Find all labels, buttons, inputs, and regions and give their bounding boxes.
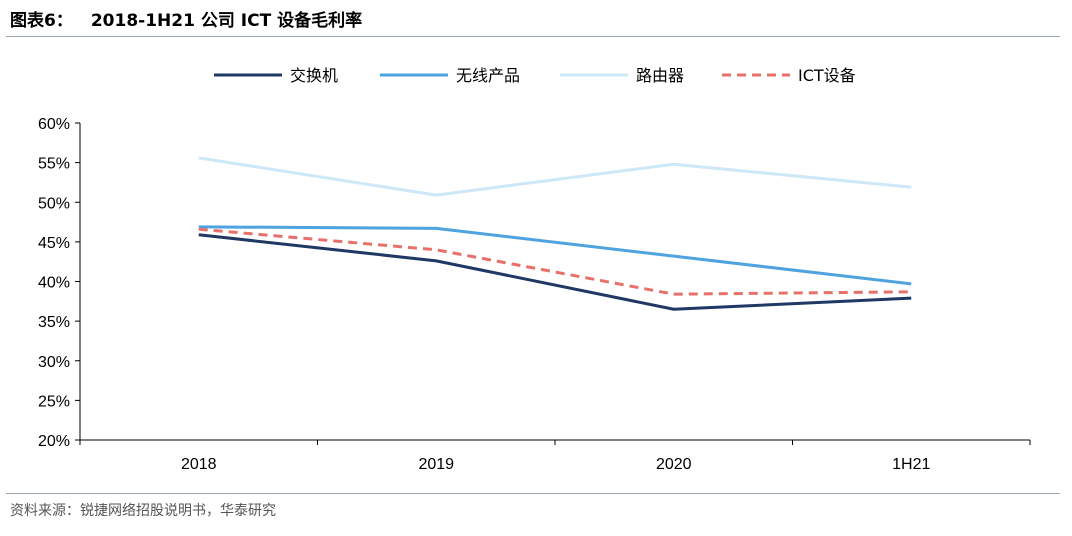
y-tick-label: 35%: [38, 314, 70, 331]
x-tick-label: 2018: [181, 456, 217, 473]
y-tick-label: 40%: [38, 275, 70, 292]
series-line: [198, 225, 912, 286]
series-line: [198, 233, 912, 311]
series-line: [198, 156, 912, 197]
x-tick-label: 2020: [656, 456, 692, 473]
x-tick-label: 2019: [418, 456, 454, 473]
y-tick-label: 55%: [38, 156, 70, 173]
title-divider: [6, 36, 1060, 37]
y-tick-label: 30%: [38, 354, 70, 371]
y-tick-label: 20%: [38, 433, 70, 450]
legend-label: ICT设备: [798, 66, 856, 85]
legend-label: 路由器: [636, 66, 684, 85]
figure-title: 图表6： 2018-1H21 公司 ICT 设备毛利率: [10, 8, 1060, 34]
legend-label: 交换机: [290, 66, 338, 85]
y-tick-label: 60%: [38, 116, 70, 133]
chart-axes: 20% 25% 30% 35% 40% 45% 50% 55% 60% 2018 2019 2020 1…: [38, 116, 1031, 473]
chart-series: [198, 156, 912, 311]
figure-label: 图表6：: [10, 11, 73, 31]
y-tick-label: 50%: [38, 195, 70, 212]
legend-label: 无线产品: [456, 66, 520, 85]
line-chart: 交换机 无线产品 路由器 ICT设备 20% 25% 30% 35% 40% 45% 50% 55%…: [38, 66, 1031, 473]
footer-divider: [6, 493, 1060, 494]
source-note: 资料来源：锐捷网络招股说明书，华泰研究: [10, 503, 276, 519]
y-tick-label: 45%: [38, 235, 70, 252]
chart-legend: 交换机 无线产品 路由器 ICT设备: [214, 66, 856, 85]
y-tick-label: 25%: [38, 393, 70, 410]
x-tick-label: 1H21: [892, 456, 930, 473]
chart-title: 2018-1H21 公司 ICT 设备毛利率: [90, 11, 363, 31]
